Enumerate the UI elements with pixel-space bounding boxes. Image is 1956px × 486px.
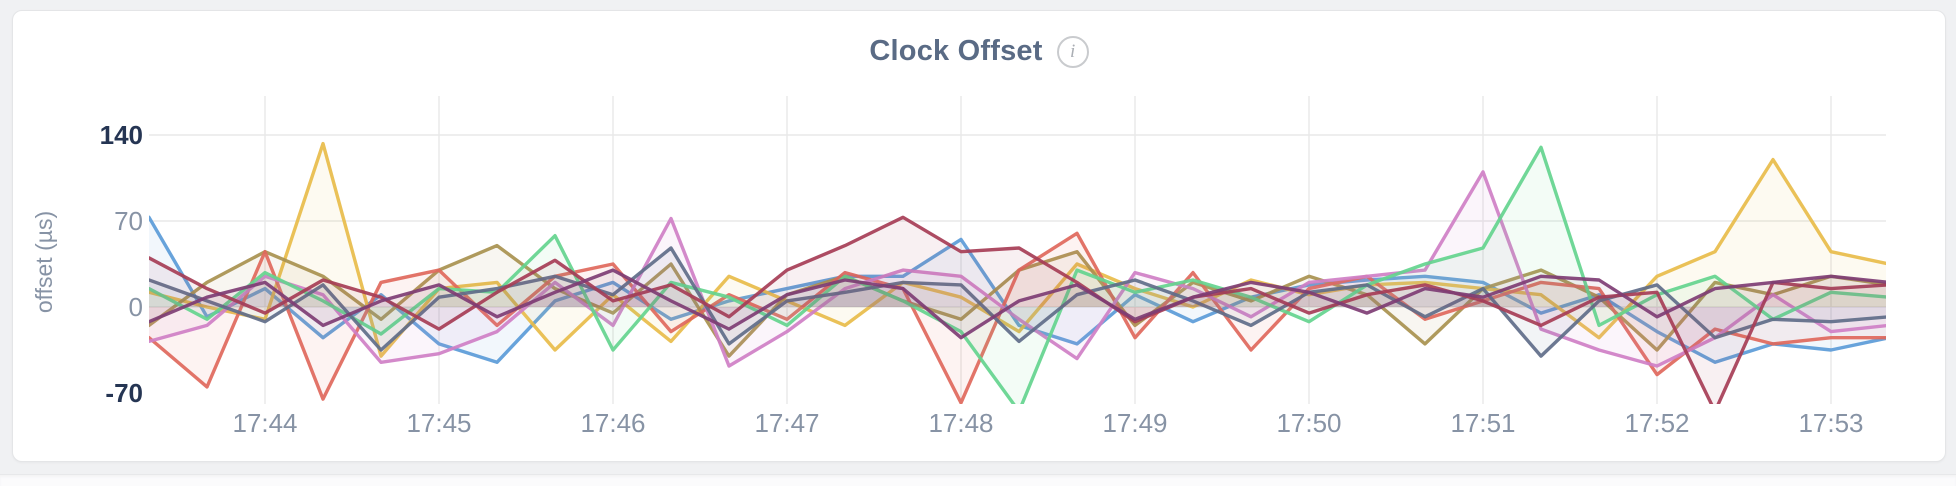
area-series-8-maroon (149, 217, 1886, 404)
line-series-7-slate (149, 246, 1886, 358)
line-series-9-plum (149, 268, 1886, 340)
info-icon[interactable]: i (1056, 35, 1089, 68)
svg-text:17:53: 17:53 (1798, 408, 1863, 438)
svg-text:17:45: 17:45 (406, 408, 471, 438)
svg-text:70: 70 (114, 206, 143, 236)
chart-title: Clock Offset (869, 35, 1043, 67)
x-axis-labels: 17:44 17:45 17:46 17:47 17:48 17:49 17:50 17:51… (232, 408, 1863, 438)
line-series-8-maroon (149, 215, 1886, 404)
svg-text:0: 0 (129, 292, 143, 322)
svg-text:17:49: 17:49 (1102, 408, 1167, 438)
y-axis-title: offset (µs) (31, 211, 57, 313)
area-series-9-plum (149, 270, 1886, 338)
clock-offset-card: Clock Offset i (12, 10, 1946, 462)
svg-text:17:47: 17:47 (754, 408, 819, 438)
svg-text:17:51: 17:51 (1450, 408, 1515, 438)
area-series-1-blue (149, 217, 1886, 363)
next-section-edge (0, 474, 1956, 486)
area-series-7-slate (149, 248, 1886, 357)
svg-text:17:44: 17:44 (232, 408, 297, 438)
chart-header: Clock Offset i (13, 35, 1945, 68)
y-axis-labels: 140 70 0 -70 (100, 120, 143, 408)
area-series-4-salmon (149, 233, 1886, 403)
line-series-1-blue (149, 215, 1886, 364)
line-series-5-orchid (149, 170, 1886, 368)
svg-text:17:46: 17:46 (580, 408, 645, 438)
svg-text:-70: -70 (105, 378, 143, 408)
line-series-6-mint (149, 145, 1886, 404)
svg-text:17:50: 17:50 (1276, 408, 1341, 438)
series-group (149, 141, 1886, 404)
svg-text:140: 140 (100, 120, 143, 150)
svg-text:17:48: 17:48 (928, 408, 993, 438)
line-series-4-salmon (149, 231, 1886, 404)
svg-text:17:52: 17:52 (1624, 408, 1689, 438)
